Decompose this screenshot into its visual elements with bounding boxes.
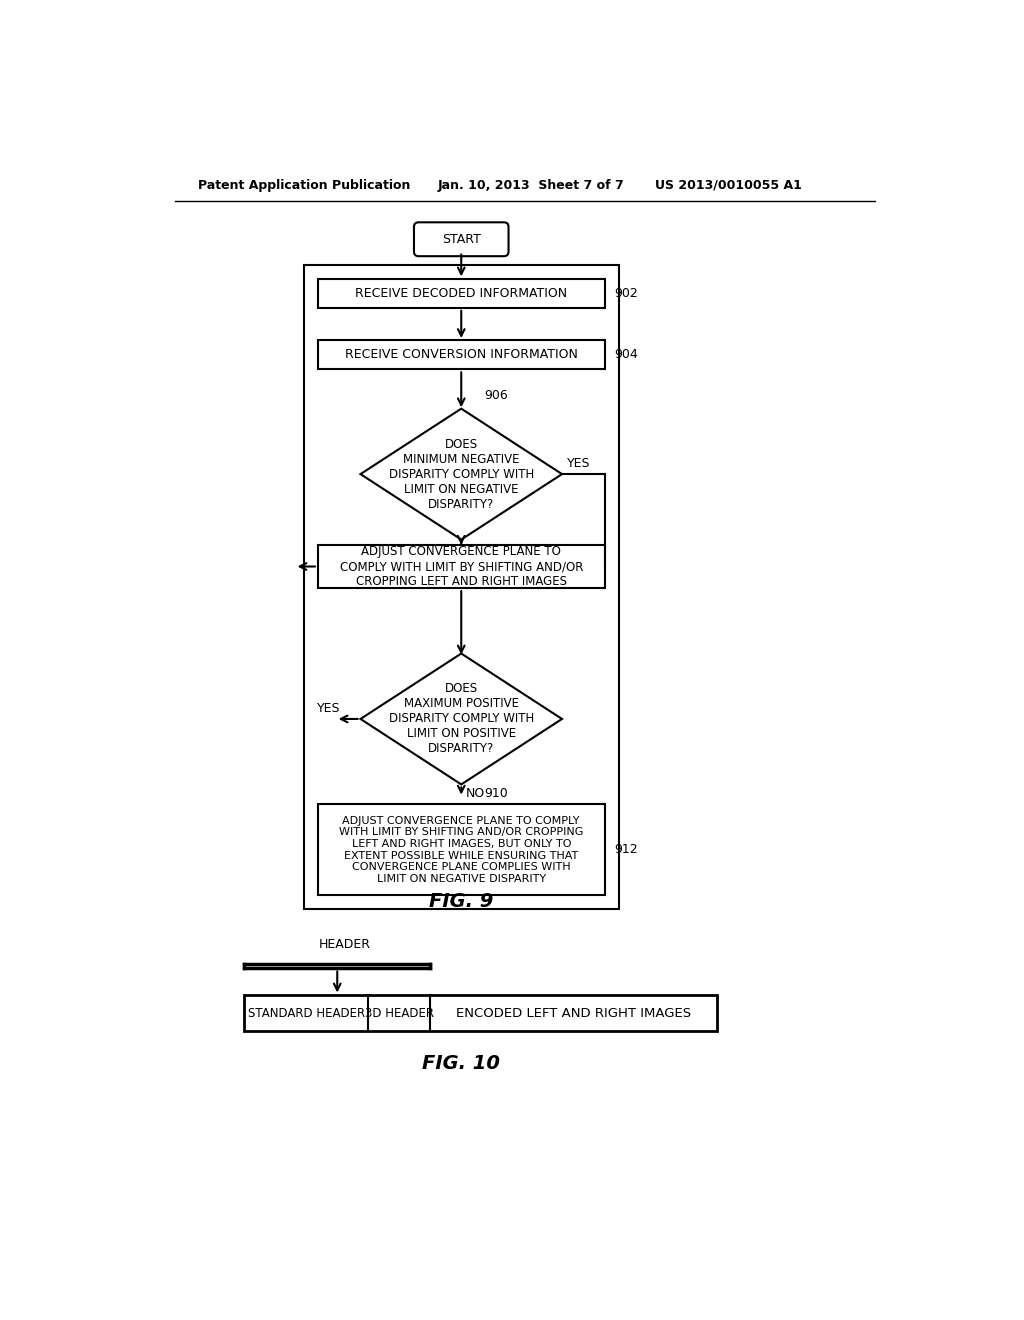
FancyBboxPatch shape [245, 995, 717, 1031]
Text: 906: 906 [484, 389, 508, 403]
FancyBboxPatch shape [414, 222, 509, 256]
FancyBboxPatch shape [317, 545, 604, 589]
Text: NO: NO [466, 788, 485, 800]
Text: ENCODED LEFT AND RIGHT IMAGES: ENCODED LEFT AND RIGHT IMAGES [456, 1007, 691, 1019]
Text: DOES
MAXIMUM POSITIVE
DISPARITY COMPLY WITH
LIMIT ON POSITIVE
DISPARITY?: DOES MAXIMUM POSITIVE DISPARITY COMPLY W… [389, 682, 534, 755]
Text: FIG. 9: FIG. 9 [429, 892, 494, 911]
Text: 912: 912 [614, 843, 638, 857]
Text: 902: 902 [614, 286, 638, 300]
Polygon shape [360, 409, 562, 540]
Polygon shape [360, 653, 562, 784]
Text: US 2013/0010055 A1: US 2013/0010055 A1 [655, 178, 802, 191]
Text: ADJUST CONVERGENCE PLANE TO COMPLY
WITH LIMIT BY SHIFTING AND/OR CROPPING
LEFT A: ADJUST CONVERGENCE PLANE TO COMPLY WITH … [339, 816, 584, 884]
Text: 910: 910 [484, 788, 508, 800]
FancyBboxPatch shape [317, 804, 604, 895]
Text: Patent Application Publication: Patent Application Publication [198, 178, 411, 191]
FancyBboxPatch shape [317, 279, 604, 308]
Text: YES: YES [566, 457, 590, 470]
Text: DOES
MINIMUM NEGATIVE
DISPARITY COMPLY WITH
LIMIT ON NEGATIVE
DISPARITY?: DOES MINIMUM NEGATIVE DISPARITY COMPLY W… [389, 438, 534, 511]
Text: START: START [441, 232, 480, 246]
Text: Jan. 10, 2013  Sheet 7 of 7: Jan. 10, 2013 Sheet 7 of 7 [438, 178, 625, 191]
Text: FIG. 10: FIG. 10 [422, 1053, 501, 1073]
Text: STANDARD HEADER: STANDARD HEADER [248, 1007, 365, 1019]
Text: 908: 908 [504, 553, 527, 566]
Text: RECEIVE DECODED INFORMATION: RECEIVE DECODED INFORMATION [355, 286, 567, 300]
Text: ADJUST CONVERGENCE PLANE TO
COMPLY WITH LIMIT BY SHIFTING AND/OR
CROPPING LEFT A: ADJUST CONVERGENCE PLANE TO COMPLY WITH … [340, 545, 583, 587]
Text: 3D HEADER: 3D HEADER [365, 1007, 434, 1019]
Text: YES: YES [317, 702, 341, 715]
FancyBboxPatch shape [317, 341, 604, 370]
Text: HEADER: HEADER [319, 939, 371, 952]
Text: RECEIVE CONVERSION INFORMATION: RECEIVE CONVERSION INFORMATION [345, 348, 578, 362]
Text: NO: NO [466, 543, 485, 556]
Text: 904: 904 [614, 348, 638, 362]
